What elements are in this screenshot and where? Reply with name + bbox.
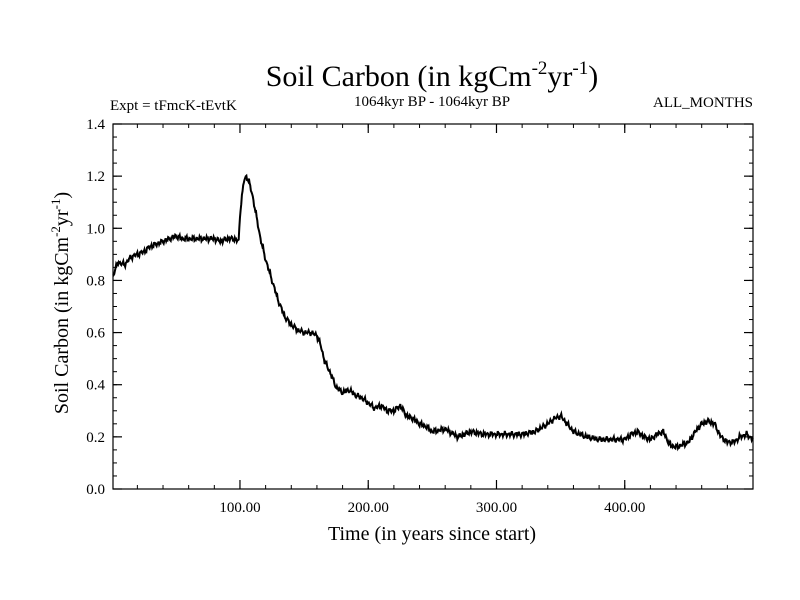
x-tick-label: 100.00 [219, 500, 260, 516]
series-line-soil-carbon [112, 173, 754, 452]
y-tick-label: 0.8 [86, 273, 105, 289]
subtitle-period: 1064kyr BP - 1064kyr BP [354, 94, 510, 110]
subtitle-months: ALL_MONTHS [653, 95, 753, 111]
chart-title: Soil Carbon (in kgCm-2yr-1) [266, 58, 599, 93]
y-tick-label: 1.2 [86, 169, 105, 185]
y-axis-ticks: 0.0 0.2 0.4 0.6 0.8 1.0 1.2 1.4 [86, 117, 753, 498]
x-tick-label: 400.00 [604, 500, 645, 516]
subtitle-experiment: Expt = tFmcK-tEvtK [110, 98, 237, 114]
y-tick-label: 0.2 [86, 430, 105, 446]
y-tick-label: 1.0 [86, 221, 105, 237]
x-tick-label: 300.00 [476, 500, 517, 516]
y-tick-label: 0.0 [86, 482, 105, 498]
y-tick-label: 0.6 [86, 326, 105, 342]
y-tick-label: 0.4 [86, 378, 105, 394]
x-axis-ticks: 100.00 200.00 300.00 400.00 [136, 124, 754, 516]
x-axis-label: Time (in years since start) [328, 523, 536, 545]
y-axis-label: Soil Carbon (in kgCm-2yr-1) [48, 192, 73, 414]
x-tick-label: 200.00 [348, 500, 389, 516]
y-tick-label: 1.4 [86, 117, 105, 133]
